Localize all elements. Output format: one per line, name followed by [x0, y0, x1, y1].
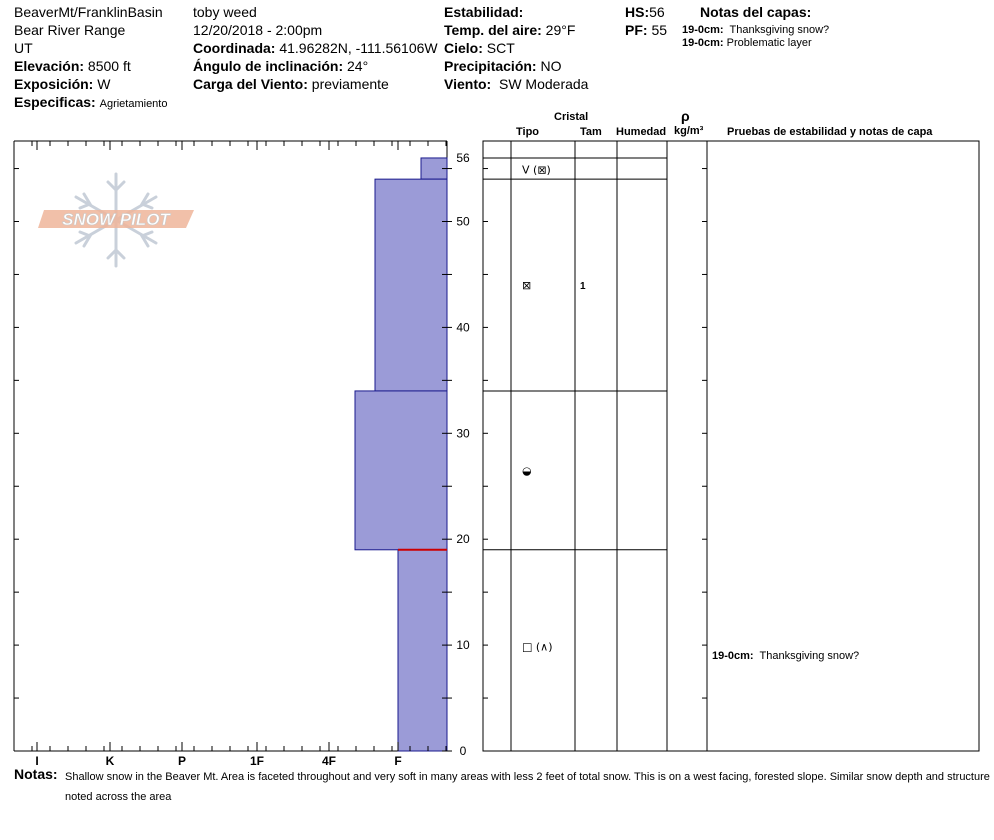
specifics-row: Especificas: Agrietamiento: [14, 94, 167, 111]
location: BeaverMt/FranklinBasin: [14, 4, 163, 20]
notes-text: Shallow snow in the Beaver Mt. Area is f…: [65, 771, 990, 803]
aspect-label: Exposición:: [14, 76, 94, 92]
y-tick-label-30: 30: [456, 426, 470, 440]
layer-note-2-text: Problematic layer: [726, 37, 812, 49]
sky-value: SCT: [486, 40, 515, 56]
precip-value: NO: [540, 58, 562, 74]
hardness-label-1F: 1F: [250, 754, 264, 768]
observer: toby weed: [193, 4, 257, 20]
hardness-label-I: I: [35, 754, 38, 768]
air-temp-label: Temp. del aire:: [444, 22, 542, 38]
wind-load-row: Carga del Viento: previamente: [193, 76, 389, 92]
size-header: Tam: [580, 126, 602, 138]
hardness-label-F: F: [394, 754, 401, 768]
crystal-type-4: □ (∧): [522, 640, 553, 653]
hardness-bar-4: [397, 549, 448, 752]
test-note-1: 19-0cm: Thanksgiving snow?: [712, 650, 859, 663]
mountain-range: Bear River Range: [14, 22, 126, 38]
stability-label: Estabilidad:: [444, 4, 524, 20]
coordinate-row: Coordinada: 41.96282N, -111.56106W: [193, 40, 438, 56]
hardness-label-K: K: [106, 754, 115, 768]
y-tick-label-50: 50: [456, 215, 470, 229]
test-note-1-depth: 19-0cm:: [712, 650, 754, 662]
slope-value: 24°: [347, 58, 369, 74]
hardness-label-P: P: [178, 754, 186, 768]
crystal-type-3: ◒: [522, 464, 532, 477]
y-tick-label-40: 40: [456, 320, 470, 334]
pf-value: 55: [651, 22, 668, 38]
layer-note-1: 19-0cm: Thanksgiving snow?: [682, 24, 829, 37]
layer-note-2-depth: 19-0cm:: [682, 37, 724, 49]
tests-header: Pruebas de estabilidad y notas de capa: [727, 126, 933, 138]
rho-header: ρ: [681, 108, 690, 124]
pf-label: PF:: [625, 22, 648, 38]
precip-row: Precipitación: NO: [444, 58, 561, 74]
specifics-label: Especificas:: [14, 94, 96, 110]
crystal-type-2: ⊠: [522, 279, 531, 292]
hs-label: HS:: [625, 4, 650, 20]
layer-notes-title: Notas del capas:: [700, 4, 812, 20]
slope-label: Ángulo de inclinación:: [193, 58, 344, 74]
specifics-value: Agrietamiento: [99, 98, 168, 110]
hardness-bar-2: [374, 178, 448, 392]
layer-note-1-depth: 19-0cm:: [682, 24, 724, 36]
moisture-header: Humedad: [616, 126, 667, 138]
test-note-1-text: Thanksgiving snow?: [759, 650, 860, 662]
sky-label: Cielo:: [444, 40, 483, 56]
hardness-label-4F: 4F: [322, 754, 336, 768]
state: UT: [14, 40, 33, 56]
air-temp-value: 29°F: [545, 22, 576, 38]
layer-note-1-text: Thanksgiving snow?: [729, 24, 830, 36]
hardness-bar-3: [354, 390, 448, 551]
pf-row: PF: 55: [625, 22, 667, 38]
layer-note-2: 19-0cm: Problematic layer: [682, 37, 812, 50]
datetime: 12/20/2018 - 2:00pm: [193, 22, 323, 38]
coordinate-value: 41.96282N, -111.56106W: [279, 40, 438, 56]
hs-value: 56: [649, 4, 665, 20]
sky-row: Cielo: SCT: [444, 40, 515, 56]
y-tick-label-0: 0: [460, 744, 467, 758]
notes-label: Notas:: [14, 766, 58, 782]
aspect-value: W: [97, 76, 111, 92]
crystal-header: Cristal: [554, 111, 589, 123]
aspect-row: Exposición: W: [14, 76, 110, 92]
y-tick-label-56: 56: [456, 151, 470, 165]
wind-load-label: Carga del Viento:: [193, 76, 308, 92]
y-tick-label-20: 20: [456, 532, 470, 546]
wind-load-value: previamente: [311, 76, 389, 92]
elevation-row: Elevación: 8500 ft: [14, 58, 131, 74]
logo-banner: [38, 210, 194, 228]
coordinate-label: Coordinada:: [193, 40, 276, 56]
crystal-type-1: V (⊠): [522, 164, 551, 177]
air-temp-row: Temp. del aire: 29°F: [444, 22, 575, 38]
precip-label: Precipitación:: [444, 58, 537, 74]
wind-value: SW Moderada: [498, 76, 589, 92]
elevation-value: 8500 ft: [87, 58, 131, 74]
density-unit-header: kg/m³: [674, 125, 704, 137]
y-tick-label-10: 10: [456, 638, 470, 652]
wind-label: Viento:: [444, 76, 492, 92]
crystal-size-2: 1: [580, 281, 586, 292]
hs-row: HS:56: [625, 4, 665, 20]
type-header: Tipo: [516, 126, 540, 138]
layer-table-frame: [482, 140, 980, 752]
slope-row: Ángulo de inclinación: 24°: [193, 58, 368, 74]
snowpilot-logo: SNOW PILOT: [38, 172, 194, 268]
logo-text: SNOW PILOT: [62, 210, 171, 229]
elevation-label: Elevación:: [14, 58, 85, 74]
wind-row: Viento: SW Moderada: [444, 76, 588, 92]
